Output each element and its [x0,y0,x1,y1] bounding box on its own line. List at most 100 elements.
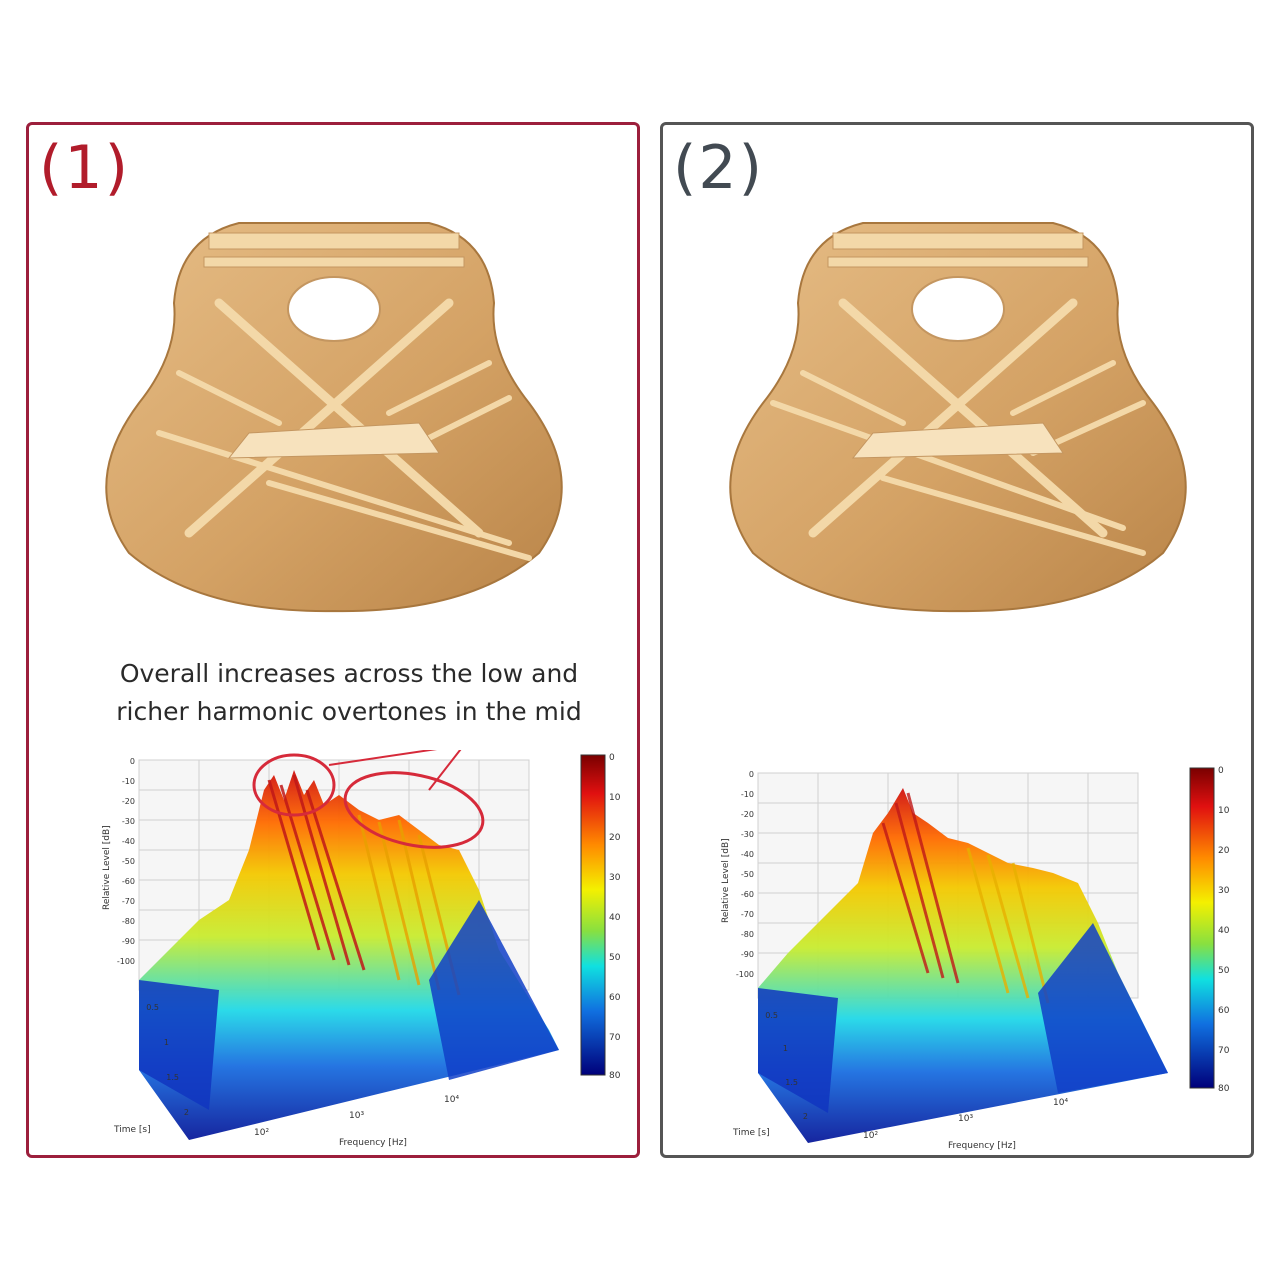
cbar-tick: 60 [609,993,621,1003]
cbar-tick: 80 [609,1071,621,1081]
cbar-tick: 30 [609,873,621,883]
cbar-tick: 50 [1218,966,1230,976]
callout-line [328,750,462,791]
y-tick: -80 [741,930,754,939]
upper-brace [203,256,465,268]
time-axis-label: Time [s] [113,1125,151,1135]
freq-tick: 10³ [958,1114,973,1124]
high-floor [1038,923,1168,1093]
time-tick: 0.5 [146,1003,159,1012]
low-floor [139,980,219,1110]
y-tick: -70 [122,897,135,906]
low-highlight-ellipse [252,753,336,817]
freq-axis-label: Frequency [Hz] [948,1141,1016,1151]
bridge-plate [851,422,1064,459]
colorbar-ticks: 0 10 20 30 40 50 60 70 80 [609,753,621,1081]
y-tick: -40 [741,850,754,859]
mid-highlight-ellipse [343,771,485,849]
annotation-text: Overall increases across the low and ric… [69,655,629,731]
annotation-line-2: richer harmonic overtones in the mid [116,697,582,726]
time-tick: 1 [783,1044,788,1053]
soundhole [287,276,381,342]
y-tick: -30 [122,817,135,826]
cbar-tick: 10 [609,793,621,803]
annotation-line-1: Overall increases across the low and [119,659,579,688]
time-tick: 2 [184,1108,189,1117]
cbar-tick: 0 [1218,766,1224,776]
freq-tick: 10² [254,1128,269,1138]
panel-2: (2) [660,122,1254,1158]
y-tick: -90 [122,937,135,946]
colorbar [1189,767,1215,1089]
freq-ticks: 10² 10³ 10⁴ [863,1098,1068,1141]
cbar-tick: 0 [609,753,615,763]
soundhole [911,276,1005,342]
y-tick: -90 [741,950,754,959]
y-tick: -80 [122,917,135,926]
colorbar-ticks: 0 10 20 30 40 50 60 70 80 [1218,766,1230,1094]
freq-axis-label: Frequency [Hz] [339,1138,407,1148]
cbar-tick: 70 [609,1033,621,1043]
y-tick: -60 [741,890,754,899]
time-tick: 2 [803,1112,808,1121]
headblock [832,232,1084,250]
cbar-tick: 10 [1218,806,1230,816]
y-tick: -40 [122,837,135,846]
x-brace [184,298,484,538]
y-tick: -70 [741,910,754,919]
freq-tick: 10³ [349,1111,364,1121]
freq-tick: 10⁴ [1053,1098,1068,1108]
time-ticks: 0.5 1 1.5 2 [146,1003,189,1117]
y-tick: -50 [741,870,754,879]
tone-bars [156,360,532,561]
cbar-tick: 20 [609,833,621,843]
y-tick: -100 [117,957,135,966]
harmonic-ridges [881,792,960,984]
cbar-tick: 70 [1218,1046,1230,1056]
high-floor [429,900,559,1080]
panel-1-label: (1) [39,133,130,203]
soundboard-body [105,222,563,613]
panel-2-label: (2) [673,133,764,203]
time-ticks: 0.5 1 1.5 2 [765,1011,808,1121]
y-tick: 0 [130,757,135,766]
colorbar [580,754,606,1076]
cbar-tick: 30 [1218,886,1230,896]
time-tick: 1.5 [166,1073,179,1082]
x-brace [808,298,1108,538]
cbar-tick: 80 [1218,1084,1230,1094]
y-tick: -60 [122,877,135,886]
cbar-tick: 40 [1218,926,1230,936]
y-ticks: 0 -10 -20 -30 -40 -50 -60 -70 -80 -90 -1… [117,757,135,966]
y-tick: -100 [736,970,754,979]
cbar-tick: 60 [1218,1006,1230,1016]
time-tick: 1 [164,1038,169,1047]
y-ticks: 0 -10 -20 -30 -40 -50 -60 -70 -80 -90 -1… [736,770,754,979]
y-tick: -20 [122,797,135,806]
cbar-tick: 40 [609,913,621,923]
bridge-plate [227,422,440,459]
freq-ticks: 10² 10³ 10⁴ [254,1095,459,1138]
y-tick: -20 [741,810,754,819]
soundboard-standard-bracing [729,222,1187,613]
y-tick: 0 [749,770,754,779]
y-tick: -50 [122,857,135,866]
y-tick: -10 [122,777,135,786]
time-tick: 0.5 [765,1011,778,1020]
soundboard-scalloped-bracing [105,222,563,613]
waterfall-spectrogram-2: 0 10 20 30 40 50 60 70 80 0 -10 -20 -30 … [721,766,1230,1151]
panel-1: (1) Overall increases across the low and… [26,122,640,1158]
cbar-tick: 50 [609,953,621,963]
freq-tick: 10⁴ [444,1095,459,1105]
y-axis-label: Relative Level [dB] [721,838,731,923]
y-axis-label: Relative Level [dB] [102,825,112,910]
y-tick: -10 [741,790,754,799]
upper-brace [827,256,1089,268]
mid-ridges [966,847,1050,1004]
time-axis-label: Time [s] [732,1128,770,1138]
y-tick: -30 [741,830,754,839]
soundboard-body [729,222,1187,613]
cbar-tick: 20 [1218,846,1230,856]
headblock [208,232,460,250]
freq-tick: 10² [863,1131,878,1141]
